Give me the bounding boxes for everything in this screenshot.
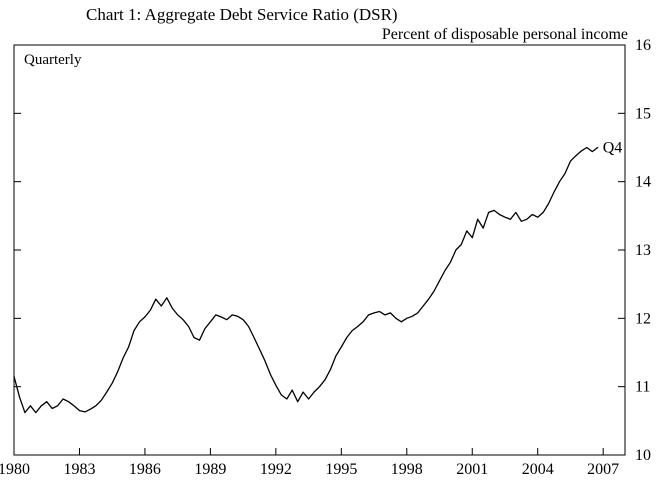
x-tick-label: 1995 xyxy=(325,461,357,478)
x-tick-label: 2004 xyxy=(522,461,554,478)
x-tick-label: 1998 xyxy=(391,461,423,478)
y-tick-label: 16 xyxy=(635,37,651,54)
frequency-label: Quarterly xyxy=(24,52,82,68)
chart-subtitle: Percent of disposable personal income xyxy=(381,26,628,43)
y-tick-label: 14 xyxy=(635,174,651,191)
x-tick-label: 1986 xyxy=(129,461,161,478)
y-tick-label: 10 xyxy=(635,447,651,464)
chart-title: Chart 1: Aggregate Debt Service Ratio (D… xyxy=(86,5,398,24)
x-tick-label: 1983 xyxy=(63,461,95,478)
y-tick-label: 12 xyxy=(635,310,651,327)
end-label-annotation: Q4 xyxy=(603,140,623,157)
y-tick-label: 15 xyxy=(635,105,651,122)
x-tick-label: 2007 xyxy=(587,461,619,478)
x-tick-label: 2001 xyxy=(456,461,488,478)
x-tick-label: 1992 xyxy=(260,461,292,478)
x-tick-label: 1980 xyxy=(0,461,30,478)
y-tick-label: 11 xyxy=(635,379,650,396)
dsr-line xyxy=(13,146,599,414)
x-tick-label: 1989 xyxy=(194,461,226,478)
y-tick-label: 13 xyxy=(635,242,651,259)
